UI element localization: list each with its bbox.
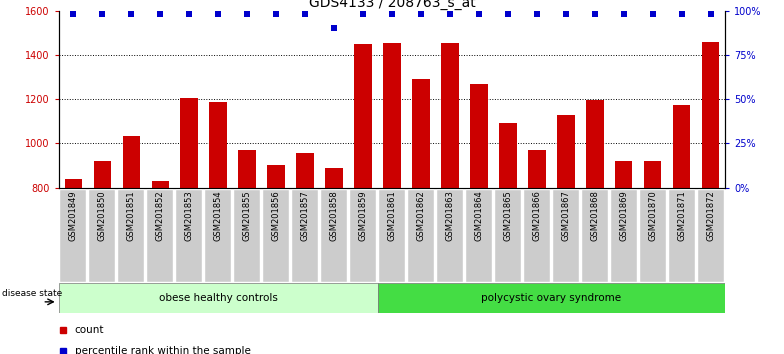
Text: count: count	[74, 325, 104, 335]
Text: GSM201849: GSM201849	[69, 190, 78, 241]
Bar	[325, 168, 343, 188]
Text: GSM201871: GSM201871	[677, 190, 686, 241]
Text: GSM201867: GSM201867	[561, 190, 570, 241]
Bar	[93, 161, 111, 188]
Text: GSM201872: GSM201872	[706, 190, 715, 241]
Text: GSM201862: GSM201862	[416, 190, 426, 241]
Bar	[470, 84, 488, 188]
FancyBboxPatch shape	[378, 283, 725, 313]
Title: GDS4133 / 208763_s_at: GDS4133 / 208763_s_at	[309, 0, 475, 10]
FancyBboxPatch shape	[89, 190, 115, 282]
Text: GSM201864: GSM201864	[474, 190, 484, 241]
Bar	[354, 44, 372, 188]
Bar	[412, 79, 430, 188]
FancyBboxPatch shape	[59, 283, 378, 313]
Text: GSM201850: GSM201850	[98, 190, 107, 241]
FancyBboxPatch shape	[379, 190, 405, 282]
Bar	[644, 161, 662, 188]
Bar	[702, 42, 720, 188]
Text: GSM201853: GSM201853	[185, 190, 194, 241]
Text: GSM201869: GSM201869	[619, 190, 628, 241]
FancyBboxPatch shape	[176, 190, 202, 282]
Bar	[673, 105, 691, 188]
FancyBboxPatch shape	[147, 190, 173, 282]
FancyBboxPatch shape	[292, 190, 318, 282]
Text: GSM201857: GSM201857	[300, 190, 310, 241]
Bar	[267, 166, 285, 188]
Text: polycystic ovary syndrome: polycystic ovary syndrome	[481, 293, 622, 303]
Bar	[296, 153, 314, 188]
FancyBboxPatch shape	[408, 190, 434, 282]
FancyBboxPatch shape	[118, 190, 144, 282]
FancyBboxPatch shape	[321, 190, 347, 282]
FancyBboxPatch shape	[495, 190, 521, 282]
Text: GSM201854: GSM201854	[214, 190, 223, 241]
FancyBboxPatch shape	[437, 190, 463, 282]
Text: GSM201856: GSM201856	[271, 190, 281, 241]
Text: GSM201868: GSM201868	[590, 190, 599, 241]
Text: GSM201863: GSM201863	[445, 190, 455, 241]
Bar	[180, 98, 198, 188]
FancyBboxPatch shape	[669, 190, 695, 282]
Bar	[441, 43, 459, 188]
Text: GSM201859: GSM201859	[358, 190, 368, 241]
FancyBboxPatch shape	[263, 190, 289, 282]
Text: obese healthy controls: obese healthy controls	[158, 293, 278, 303]
Text: GSM201851: GSM201851	[127, 190, 136, 241]
Bar	[586, 100, 604, 188]
FancyBboxPatch shape	[350, 190, 376, 282]
FancyBboxPatch shape	[60, 190, 86, 282]
Bar	[209, 102, 227, 188]
Text: GSM201858: GSM201858	[329, 190, 339, 241]
Bar	[615, 161, 633, 188]
FancyBboxPatch shape	[698, 190, 724, 282]
Bar	[151, 181, 169, 188]
FancyBboxPatch shape	[553, 190, 579, 282]
Bar	[64, 179, 82, 188]
Text: GSM201866: GSM201866	[532, 190, 542, 241]
Text: GSM201870: GSM201870	[648, 190, 657, 241]
Text: GSM201852: GSM201852	[156, 190, 165, 241]
FancyBboxPatch shape	[582, 190, 608, 282]
FancyBboxPatch shape	[524, 190, 550, 282]
FancyBboxPatch shape	[611, 190, 637, 282]
Bar	[383, 43, 401, 188]
FancyBboxPatch shape	[234, 190, 260, 282]
Bar	[238, 150, 256, 188]
Text: percentile rank within the sample: percentile rank within the sample	[74, 346, 251, 354]
FancyBboxPatch shape	[466, 190, 492, 282]
Text: GSM201855: GSM201855	[242, 190, 252, 241]
FancyBboxPatch shape	[205, 190, 231, 282]
Bar	[499, 124, 517, 188]
FancyBboxPatch shape	[640, 190, 666, 282]
Bar	[557, 115, 575, 188]
Text: disease state: disease state	[2, 289, 63, 298]
Text: GSM201865: GSM201865	[503, 190, 513, 241]
Bar	[528, 150, 546, 188]
Text: GSM201861: GSM201861	[387, 190, 397, 241]
Bar	[122, 136, 140, 188]
